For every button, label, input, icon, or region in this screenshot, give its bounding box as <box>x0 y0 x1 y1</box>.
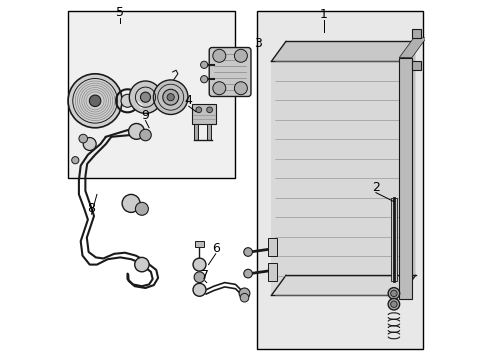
Circle shape <box>83 138 96 150</box>
Polygon shape <box>400 41 415 295</box>
Circle shape <box>387 298 399 310</box>
Circle shape <box>153 80 187 114</box>
Polygon shape <box>271 41 415 61</box>
Circle shape <box>72 157 79 164</box>
Circle shape <box>163 89 178 105</box>
Polygon shape <box>399 38 426 58</box>
Circle shape <box>68 74 122 128</box>
Bar <box>257 11 422 349</box>
Circle shape <box>122 194 140 212</box>
Text: 8: 8 <box>87 202 95 215</box>
Circle shape <box>193 258 205 271</box>
Text: 1: 1 <box>319 8 327 21</box>
Circle shape <box>200 61 207 68</box>
Circle shape <box>135 202 148 215</box>
Circle shape <box>212 82 225 95</box>
Circle shape <box>234 82 247 95</box>
Circle shape <box>193 283 205 296</box>
Circle shape <box>390 290 396 297</box>
Circle shape <box>89 95 101 107</box>
Bar <box>411 61 420 70</box>
Bar <box>206 124 211 140</box>
Circle shape <box>390 301 396 307</box>
Circle shape <box>244 248 252 256</box>
Circle shape <box>194 272 204 283</box>
Circle shape <box>129 81 162 113</box>
Bar <box>399 58 411 299</box>
Bar <box>194 124 198 140</box>
Bar <box>195 241 203 247</box>
Text: 6: 6 <box>211 242 219 255</box>
Bar <box>192 104 215 124</box>
Circle shape <box>206 107 212 113</box>
Circle shape <box>140 129 151 141</box>
Circle shape <box>387 288 399 299</box>
Bar <box>267 263 276 281</box>
Circle shape <box>167 94 174 101</box>
Circle shape <box>212 49 225 62</box>
Bar <box>411 29 420 38</box>
Circle shape <box>200 76 207 83</box>
Circle shape <box>234 49 247 62</box>
Text: 4: 4 <box>184 94 192 107</box>
Text: 5: 5 <box>116 6 124 19</box>
Circle shape <box>239 288 249 299</box>
Circle shape <box>128 123 144 139</box>
Circle shape <box>196 107 201 113</box>
Bar <box>390 198 396 281</box>
Circle shape <box>140 92 150 102</box>
Circle shape <box>244 269 252 278</box>
Circle shape <box>240 293 248 302</box>
Bar <box>267 238 276 256</box>
Bar <box>68 11 235 178</box>
Text: 2: 2 <box>371 181 379 194</box>
Text: 7: 7 <box>201 269 208 282</box>
Circle shape <box>79 134 87 143</box>
Circle shape <box>121 94 134 107</box>
Polygon shape <box>271 61 400 295</box>
FancyBboxPatch shape <box>209 48 250 96</box>
Text: 9: 9 <box>141 109 149 122</box>
Text: 3: 3 <box>254 37 262 50</box>
Circle shape <box>134 257 149 272</box>
